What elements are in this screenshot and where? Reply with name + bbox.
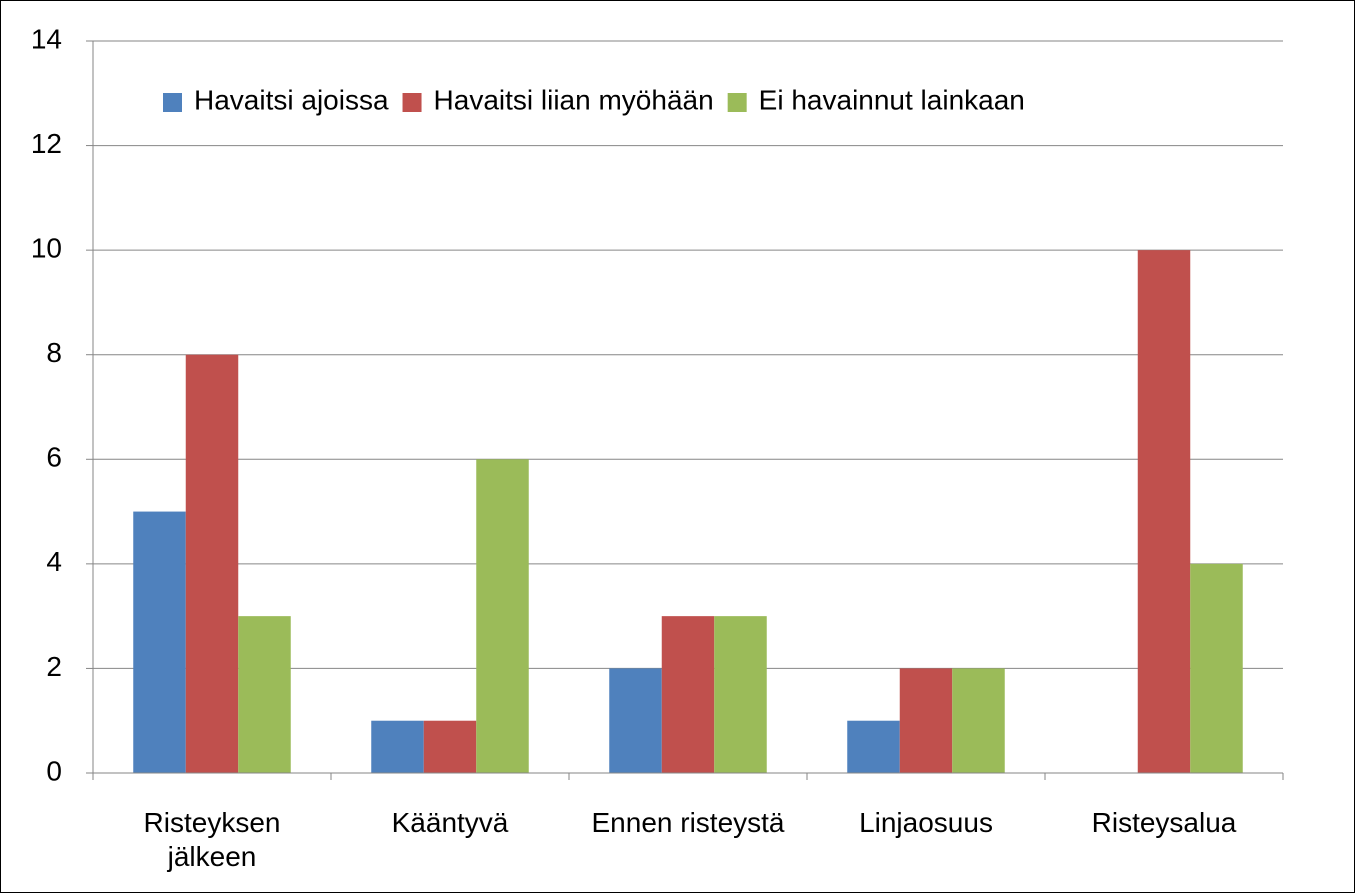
legend-label: Havaitsi liian myöhään	[434, 84, 714, 115]
bar	[952, 668, 1005, 773]
y-tick-label: 10	[31, 233, 62, 264]
bar	[1137, 250, 1191, 774]
legend-label: Ei havainnut lainkaan	[759, 84, 1025, 115]
x-tick-label: Risteyksen jälkeen	[143, 807, 281, 872]
bar	[609, 668, 662, 773]
x-tick-label: Linjaosuus	[859, 807, 993, 838]
bar	[899, 668, 953, 773]
y-tick-label: 6	[46, 442, 62, 473]
bar	[661, 616, 715, 773]
y-tick-label: 14	[31, 23, 62, 54]
y-tick-label: 4	[46, 546, 62, 577]
bar	[238, 616, 291, 773]
bar	[133, 511, 186, 773]
x-tick-label: Kääntyvä	[391, 807, 509, 838]
x-tick-label: Risteysalua	[1091, 807, 1237, 838]
y-tick-label: 0	[46, 755, 62, 786]
legend-label: Havaitsi ajoissa	[194, 84, 389, 115]
bar	[714, 616, 767, 773]
legend-marker	[402, 93, 422, 112]
legend-marker	[727, 93, 747, 112]
legend-marker	[163, 93, 182, 112]
bar	[371, 720, 424, 773]
bar	[847, 720, 900, 773]
bar	[423, 720, 477, 773]
x-tick-label: Ennen risteystä	[591, 807, 785, 838]
y-tick-label: 2	[46, 651, 62, 682]
bar	[476, 459, 529, 773]
bar	[1190, 563, 1243, 773]
y-tick-label: 12	[31, 128, 62, 159]
y-tick-label: 8	[46, 337, 62, 368]
bar	[185, 354, 239, 773]
